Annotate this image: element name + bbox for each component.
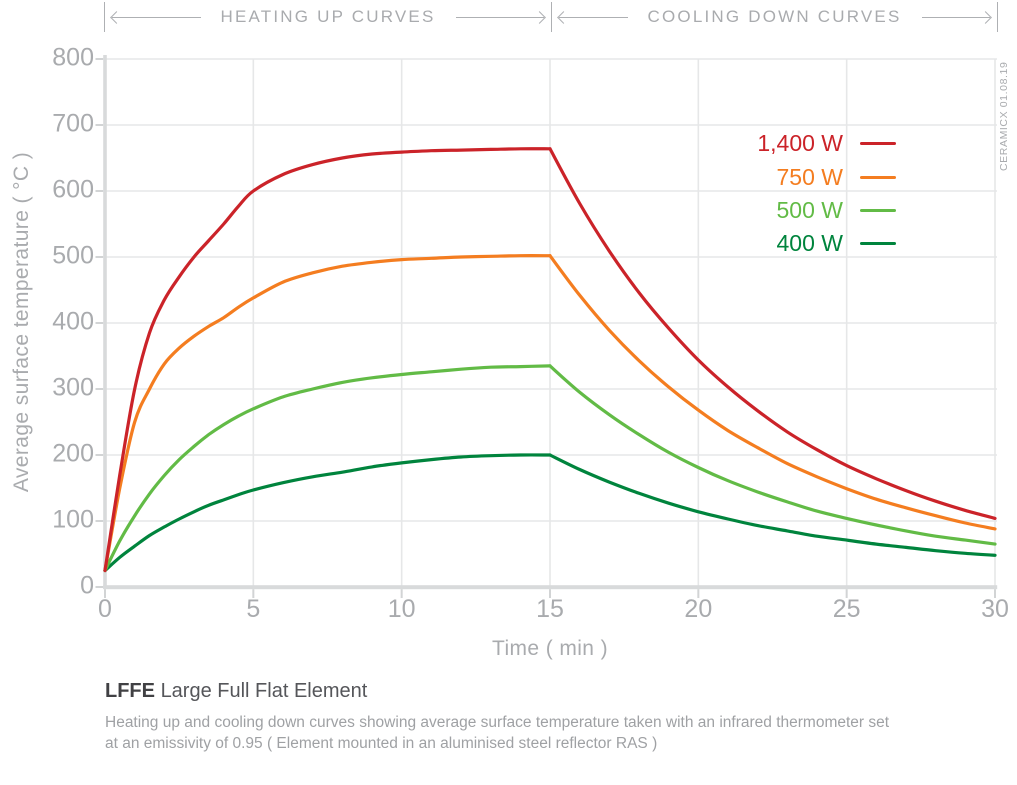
y-tick-200: 200 bbox=[52, 439, 94, 468]
section-divider-middle bbox=[551, 2, 552, 32]
x-tick-0: 0 bbox=[98, 595, 112, 623]
legend-label: 400 W bbox=[776, 230, 843, 257]
caption-description-line2: at an emissivity of 0.95 ( Element mount… bbox=[105, 735, 658, 752]
caption-title: LFFE Large Full Flat Element bbox=[105, 679, 1010, 703]
y-tick-400: 400 bbox=[52, 307, 94, 336]
heating-section-header: HEATING UP CURVES bbox=[106, 2, 550, 32]
legend-line-swatch bbox=[860, 142, 896, 146]
heating-section-label: HEATING UP CURVES bbox=[220, 7, 436, 26]
element-code: LFFE bbox=[105, 680, 155, 702]
temperature-chart bbox=[95, 55, 998, 598]
section-divider-left bbox=[104, 2, 105, 32]
x-tick-15: 15 bbox=[536, 595, 564, 623]
legend-item: 400 W bbox=[700, 227, 896, 260]
y-tick-100: 100 bbox=[52, 505, 94, 534]
legend-item: 1,400 W bbox=[700, 127, 896, 160]
curve-400w-heating bbox=[103, 453, 552, 573]
y-tick-0: 0 bbox=[80, 571, 94, 600]
curve-400w-cooling bbox=[548, 453, 997, 557]
y-tick-800: 800 bbox=[52, 43, 94, 72]
y-tick-300: 300 bbox=[52, 373, 94, 402]
arrow-right-icon bbox=[921, 16, 991, 18]
x-tick-10: 10 bbox=[387, 595, 416, 623]
legend-label: 500 W bbox=[776, 196, 843, 223]
curve-500w-cooling bbox=[548, 364, 997, 546]
curve-1400w-cooling bbox=[548, 147, 997, 520]
x-tick-30: 30 bbox=[981, 595, 1009, 623]
legend-item: 500 W bbox=[700, 194, 896, 227]
y-tick-600: 600 bbox=[52, 175, 94, 204]
section-divider-right bbox=[997, 2, 998, 32]
arrow-right-icon bbox=[455, 16, 544, 18]
curve-500w-heating bbox=[103, 364, 552, 573]
caption: LFFE Large Full Flat Element Heating up … bbox=[105, 679, 1010, 754]
cooling-section-header: COOLING DOWN CURVES bbox=[553, 2, 996, 32]
curve-750w-heating bbox=[103, 254, 552, 573]
caption-description-line1: Heating up and cooling down curves showi… bbox=[105, 714, 890, 731]
legend-line-swatch bbox=[860, 242, 896, 246]
cooling-section-label: COOLING DOWN CURVES bbox=[647, 7, 902, 26]
curve-750w-cooling bbox=[548, 254, 997, 531]
y-tick-700: 700 bbox=[52, 109, 94, 138]
x-tick-25: 25 bbox=[832, 595, 861, 623]
arrow-left-icon bbox=[559, 16, 628, 18]
legend-label: 1,400 W bbox=[757, 130, 843, 157]
section-header: HEATING UP CURVES COOLING DOWN CURVES bbox=[104, 2, 998, 34]
arrow-left-icon bbox=[112, 16, 201, 18]
watermark-text: CERAMICX 01.08.19 bbox=[998, 61, 1010, 171]
legend-label: 750 W bbox=[776, 163, 843, 190]
x-tick-5: 5 bbox=[246, 595, 261, 623]
y-axis-title: Average surface temperature ( °C ) bbox=[10, 151, 33, 493]
legend-item: 750 W bbox=[700, 160, 896, 193]
x-axis-title: Time ( min ) bbox=[491, 637, 609, 660]
legend-line-swatch bbox=[860, 175, 896, 179]
caption-description: Heating up and cooling down curves showi… bbox=[105, 712, 1010, 754]
legend-line-swatch bbox=[860, 208, 896, 212]
element-name: Large Full Flat Element bbox=[160, 680, 368, 702]
curve-1400w-heating bbox=[103, 147, 552, 573]
legend: 1,400 W 750 W 500 W 400 W bbox=[700, 127, 896, 261]
x-tick-20: 20 bbox=[684, 595, 713, 623]
y-tick-500: 500 bbox=[52, 241, 94, 270]
